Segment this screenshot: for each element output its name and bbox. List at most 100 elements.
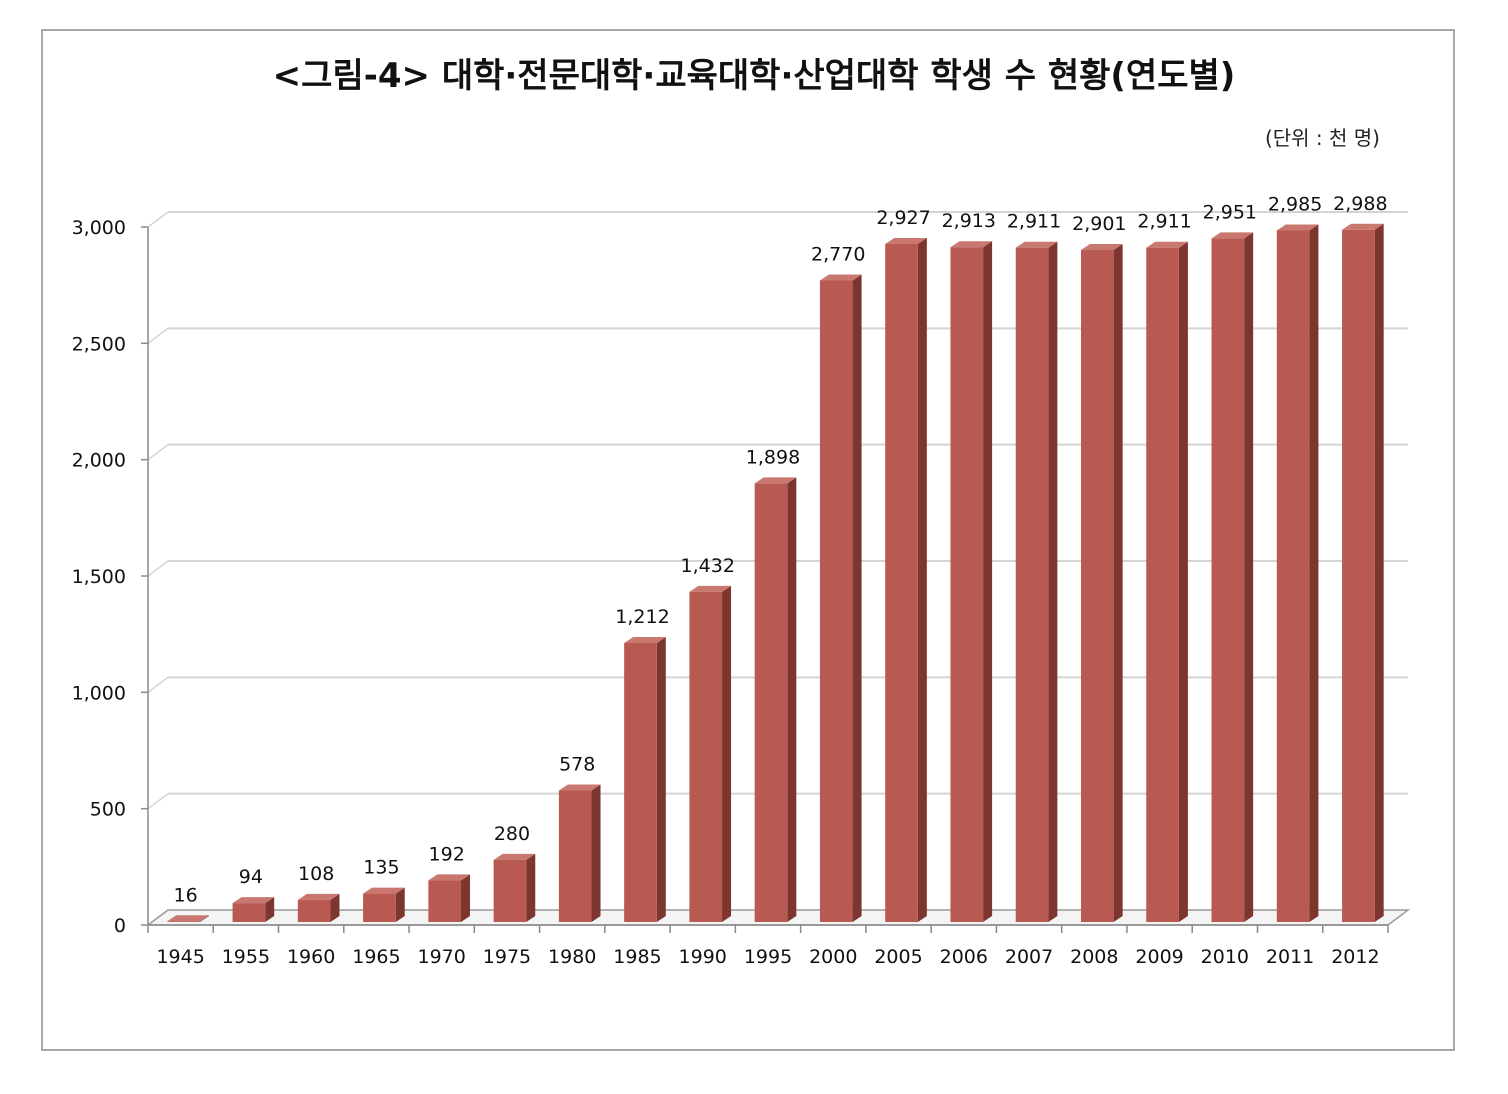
data-label: 108: [298, 863, 334, 885]
chart-title: <그림-4> 대학·전문대학·교육대학·산업대학 학생 수 현황(연도별): [272, 56, 1236, 96]
y-tick-label: 500: [90, 799, 126, 821]
x-tick-label: 1990: [679, 946, 727, 968]
gridline-side: [147, 793, 169, 810]
bar-top: [950, 241, 993, 248]
y-tick-label: 1,000: [72, 682, 126, 704]
bar-side: [330, 893, 340, 922]
axes: 0 500 1,000 1,500 2,000 2,500 3,000: [72, 217, 1411, 937]
y-tick-label: 2,500: [72, 333, 126, 355]
bar: [885, 243, 918, 922]
bar: [754, 483, 788, 922]
bar-side: [199, 915, 209, 922]
bar: [1342, 229, 1375, 923]
bar: [819, 280, 853, 923]
y-tick-label: 2,000: [72, 450, 126, 472]
bar-top: [558, 784, 601, 791]
gridline-side: [147, 560, 169, 577]
bar-side: [1178, 241, 1188, 922]
x-tick-label: 1970: [418, 946, 466, 968]
bar: [558, 790, 592, 922]
data-label: 16: [174, 884, 198, 906]
bar-top: [1146, 241, 1188, 248]
x-tick-label: 2012: [1331, 946, 1379, 968]
x-tick-label: 2007: [1005, 946, 1053, 968]
data-label: 192: [429, 843, 465, 865]
bar: [363, 893, 396, 922]
bar-side: [852, 274, 862, 923]
x-tick-label: 1975: [483, 946, 531, 968]
bar: [1211, 238, 1245, 923]
bar: [428, 880, 461, 922]
gridline-side: [147, 444, 169, 461]
bar-top: [885, 237, 927, 244]
bar-top: [428, 874, 470, 881]
x-tick-label: 2005: [874, 946, 922, 968]
x-tick-label: 1945: [156, 946, 204, 968]
bar-top: [167, 915, 209, 922]
x-tick-label: 2006: [940, 946, 988, 968]
data-label: 2,911: [1007, 211, 1061, 233]
bar-side: [526, 853, 536, 922]
bar-top: [493, 853, 536, 860]
data-label: 2,988: [1333, 193, 1387, 215]
bar-side: [787, 477, 797, 922]
data-label: 1,212: [615, 606, 669, 628]
bars: [167, 223, 1384, 923]
bar: [1276, 230, 1310, 923]
bar-top: [363, 887, 405, 894]
data-label: 1,432: [681, 555, 735, 577]
bar: [1015, 247, 1049, 922]
data-label: 2,911: [1137, 211, 1191, 233]
bar-top: [232, 897, 275, 904]
bar-side: [1113, 244, 1123, 922]
bar: [1146, 247, 1179, 922]
y-tick-label: 3,000: [72, 217, 126, 239]
x-tick-label: 2010: [1201, 946, 1249, 968]
bar-side: [1309, 224, 1319, 923]
data-label: 135: [363, 857, 399, 879]
bar-side: [917, 237, 927, 922]
x-tick-label: 1965: [352, 946, 400, 968]
data-label: 280: [494, 823, 530, 845]
bar-side: [395, 887, 405, 922]
gridline-side: [147, 327, 169, 344]
bar-top: [1276, 224, 1319, 231]
y-tick-label: 0: [114, 915, 126, 937]
bar: [689, 591, 723, 922]
bar-side: [591, 784, 601, 922]
bar-top: [689, 585, 732, 592]
bar-top: [1081, 244, 1123, 251]
x-tick-label: 1960: [287, 946, 335, 968]
data-label: 578: [559, 754, 595, 776]
bar-top: [297, 893, 340, 900]
gridline-side: [147, 211, 169, 228]
bar: [297, 899, 331, 922]
bar: [950, 247, 984, 922]
gridline-side: [147, 676, 169, 693]
data-label: 94: [239, 866, 263, 888]
data-label: 2,951: [1203, 201, 1257, 223]
bar: [1081, 250, 1114, 922]
unit-note: (단위 : 천 명): [1264, 126, 1380, 150]
bar-side: [461, 874, 470, 922]
y-tick-label: 1,500: [72, 566, 126, 588]
x-tick-label: 1985: [613, 946, 661, 968]
bar: [167, 921, 200, 922]
data-label: 2,985: [1268, 193, 1322, 215]
data-label: 1,898: [746, 446, 800, 468]
bar-top: [819, 274, 862, 281]
bar-side: [983, 241, 993, 922]
bar: [624, 643, 657, 922]
data-label: 2,913: [942, 210, 996, 232]
bar-top: [1015, 241, 1058, 248]
x-tick-label: 1955: [222, 946, 270, 968]
bar-side: [722, 585, 732, 922]
bar-top: [754, 477, 797, 484]
data-labels: 16 1945 94 1955 108 1960 135 1965 192 1970 280 1975…: [156, 193, 1387, 968]
bar-side: [1048, 241, 1058, 922]
bar: [493, 859, 527, 922]
bar-side: [265, 897, 275, 922]
bar-side: [1374, 223, 1384, 923]
bar-top: [1211, 232, 1254, 239]
x-tick-label: 2011: [1266, 946, 1314, 968]
